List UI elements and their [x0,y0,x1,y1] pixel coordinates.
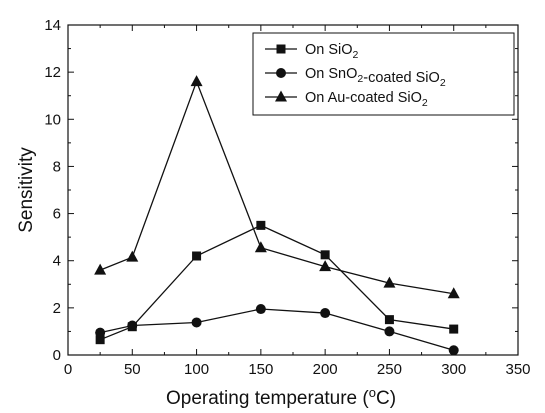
x-axis-title: Operating temperature (oC) [166,385,396,409]
series-triangle [94,75,460,299]
circle-marker [276,68,286,78]
circle-marker [95,327,106,338]
x-tick-label: 0 [64,361,72,378]
x-tick-label: 100 [184,361,209,378]
triangle-marker [190,75,203,87]
y-axis-title: Sensitivity [16,147,37,233]
y-tick-label: 10 [44,111,61,128]
y-tick-label: 0 [53,347,61,364]
series-line [100,308,454,351]
series-square [95,220,459,345]
legend-label: On SnO2-coated SiO2 [305,66,446,89]
x-tick-label: 300 [441,361,466,378]
x-tick-label: 350 [505,361,530,378]
triangle-marker [94,263,107,275]
circle-marker [320,308,331,319]
x-tick-label: 50 [124,361,141,378]
square-marker [276,44,286,54]
square-marker [320,250,330,260]
triangle-marker [275,90,287,102]
square-marker [192,251,202,261]
legend-label: On Au-coated SiO2 [305,90,428,109]
plot-axes: 0 50 100 150 200 250 300 350 0 2 4 6 8 10 12 14 [44,17,530,378]
y-tick-label: 6 [53,206,61,223]
y-tick-label: 2 [53,300,61,317]
triangle-marker [319,260,332,272]
x-tick-label: 200 [313,361,338,378]
series-circle [95,304,459,356]
square-marker [384,315,394,325]
series-line [99,224,454,341]
y-tick-label: 12 [44,64,61,81]
triangle-marker [126,250,139,262]
square-marker [449,324,459,334]
square-marker [95,335,105,345]
legend-box [252,32,515,116]
x-tick-label: 150 [248,361,273,378]
circle-marker [127,320,138,331]
y-tick-label: 14 [44,17,61,34]
circle-marker [384,326,395,337]
triangle-marker [383,276,396,288]
y-tick-label: 4 [53,253,61,270]
circle-marker [448,345,459,356]
triangle-marker [254,241,267,253]
circle-marker [191,317,202,328]
y-tick-label: 8 [53,158,61,175]
triangle-marker [447,287,460,299]
x-tick-label: 250 [377,361,402,378]
square-marker [256,220,266,230]
legend-label: On SiO2 [305,42,359,61]
circle-marker [255,304,266,315]
series-layer [94,75,460,356]
